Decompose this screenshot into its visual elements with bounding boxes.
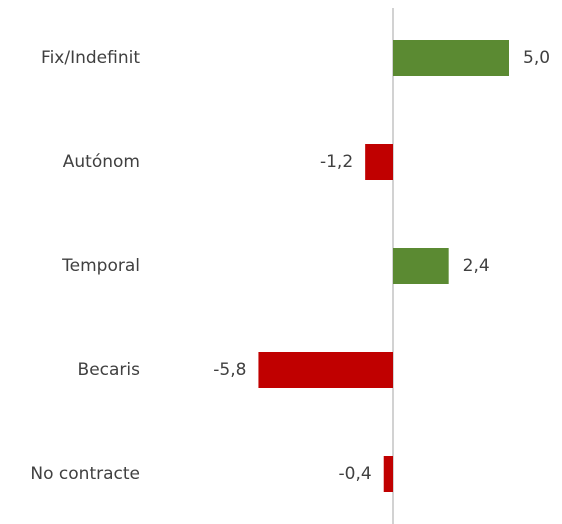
category-label: Becaris (78, 360, 141, 380)
bar (393, 40, 509, 76)
value-label: 5,0 (523, 48, 550, 68)
value-label: 2,4 (463, 256, 490, 276)
value-label: -5,8 (213, 360, 246, 380)
category-label: Fix/Indefinit (41, 48, 140, 68)
bar (258, 352, 393, 388)
value-label: -1,2 (320, 152, 353, 172)
value-label: -0,4 (339, 464, 372, 484)
bar (365, 144, 393, 180)
category-label: Autónom (63, 152, 140, 172)
category-label: Temporal (61, 256, 140, 276)
bar (393, 248, 449, 284)
bar (383, 456, 393, 492)
category-label: No contracte (30, 464, 140, 484)
